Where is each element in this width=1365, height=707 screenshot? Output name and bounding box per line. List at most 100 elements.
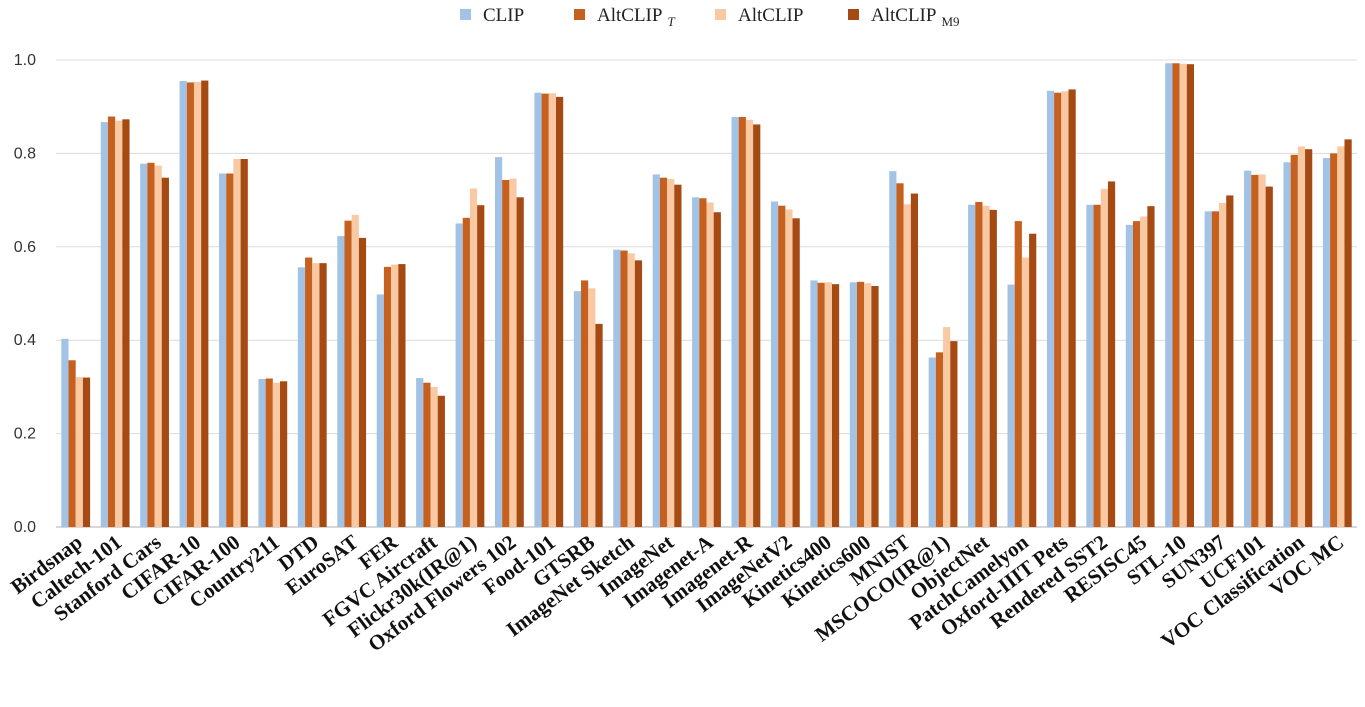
bar-AltCLIP-31 — [1297, 146, 1306, 527]
legend-swatch-CLIP — [460, 9, 471, 20]
bar-CLIP-32 — [1322, 158, 1331, 527]
bar-AltCLIP_T-5 — [265, 378, 273, 527]
bar-CLIP-2 — [140, 163, 148, 528]
bar-CLIP-17 — [731, 116, 739, 527]
bar-AltCLIP_M9-25 — [1068, 89, 1076, 528]
bar-AltCLIP_T-15 — [659, 177, 668, 527]
legend-swatch-AltCLIP_T — [574, 9, 585, 20]
bar-CLIP-28 — [1165, 63, 1173, 528]
bar-AltCLIP-23 — [982, 205, 990, 527]
bar-AltCLIP_M9-7 — [358, 237, 367, 527]
legend-label-base: AltCLIP — [597, 5, 662, 26]
bar-AltCLIP_M9-2 — [161, 177, 169, 527]
y-tick-label: 0.8 — [14, 145, 36, 162]
bar-AltCLIP-22 — [943, 327, 951, 527]
legend-label-subscript: M9 — [941, 14, 959, 29]
bar-CLIP-22 — [928, 357, 936, 527]
bar-AltCLIP_T-24 — [1014, 221, 1022, 527]
legend-label-AltCLIP: AltCLIP — [738, 5, 803, 26]
bar-AltCLIP_M9-13 — [595, 323, 603, 527]
bar-AltCLIP_M9-11 — [516, 197, 524, 528]
bar-CLIP-19 — [810, 280, 818, 527]
legend-label-base: AltCLIP — [738, 5, 803, 26]
bar-AltCLIP-28 — [1179, 63, 1187, 528]
bar-CLIP-3 — [179, 81, 187, 528]
bar-AltCLIP_M9-30 — [1265, 186, 1273, 527]
bar-AltCLIP_M9-24 — [1029, 233, 1037, 527]
bar-AltCLIP_T-7 — [344, 220, 352, 527]
bar-AltCLIP_T-16 — [699, 198, 707, 528]
bar-CLIP-11 — [494, 157, 503, 527]
bar-AltCLIP_M9-17 — [753, 124, 761, 527]
y-tick-label: 0.2 — [14, 426, 36, 443]
bar-AltCLIP_M9-21 — [910, 193, 919, 527]
bar-AltCLIP_T-17 — [738, 116, 746, 527]
bar-AltCLIP-17 — [745, 119, 754, 527]
bar-AltCLIP_T-32 — [1330, 153, 1338, 527]
bar-AltCLIP_M9-3 — [201, 80, 209, 528]
bar-AltCLIP_M9-20 — [871, 286, 879, 527]
bar-AltCLIP-20 — [864, 283, 872, 527]
bar-CLIP-23 — [968, 204, 976, 527]
bar-AltCLIP-4 — [233, 159, 241, 527]
bar-AltCLIP_M9-10 — [477, 205, 485, 528]
bar-AltCLIP_T-29 — [1211, 211, 1220, 527]
bar-CLIP-8 — [376, 294, 384, 527]
bar-AltCLIP-1 — [115, 120, 123, 528]
bar-CLIP-1 — [100, 122, 108, 528]
bar-AltCLIP-30 — [1258, 174, 1266, 528]
y-tick-label: 1.0 — [14, 52, 36, 69]
bar-CLIP-30 — [1244, 170, 1252, 527]
bar-AltCLIP_T-9 — [423, 382, 431, 527]
bar-AltCLIP_M9-22 — [950, 341, 958, 527]
bar-AltCLIP_T-22 — [935, 352, 944, 527]
legend-label-subscript: T — [667, 14, 675, 29]
bar-AltCLIP_T-28 — [1172, 63, 1180, 528]
bar-AltCLIP_T-11 — [502, 180, 510, 527]
bar-AltCLIP_T-21 — [896, 183, 904, 528]
bar-AltCLIP-12 — [548, 93, 556, 527]
bar-AltCLIP_T-1 — [107, 116, 116, 527]
bar-AltCLIP_M9-1 — [122, 119, 130, 527]
bar-CLIP-12 — [534, 92, 542, 527]
bar-AltCLIP_T-19 — [817, 282, 825, 527]
bar-CLIP-25 — [1046, 90, 1055, 527]
bar-CLIP-20 — [849, 282, 857, 527]
bar-AltCLIP-18 — [785, 209, 793, 527]
bar-AltCLIP_T-30 — [1251, 174, 1259, 527]
y-tick-label: 0.6 — [14, 239, 36, 256]
bar-CLIP-16 — [692, 197, 700, 528]
bar-AltCLIP_M9-6 — [319, 263, 327, 527]
bar-CLIP-27 — [1125, 224, 1133, 527]
bar-AltCLIP_T-10 — [462, 217, 470, 527]
bar-AltCLIP_M9-18 — [792, 218, 800, 527]
y-axis-ticks: 0.0 0.2 0.4 0.6 0.8 1.0 — [14, 52, 36, 536]
legend-swatch-AltCLIP_M9 — [848, 9, 859, 20]
bar-AltCLIP_T-27 — [1132, 221, 1141, 527]
legend-label-base: CLIP — [483, 5, 524, 26]
bar-AltCLIP_T-20 — [857, 281, 865, 527]
bar-CLIP-14 — [613, 249, 621, 527]
bars — [61, 63, 1352, 528]
bar-AltCLIP-21 — [903, 204, 911, 528]
bar-CLIP-10 — [455, 223, 463, 527]
bar-AltCLIP_M9-5 — [280, 381, 288, 527]
bar-AltCLIP-19 — [824, 282, 832, 527]
bar-CLIP-5 — [258, 378, 266, 527]
bar-AltCLIP_M9-23 — [989, 209, 997, 527]
bar-AltCLIP_M9-28 — [1186, 64, 1194, 527]
bar-AltCLIP_M9-12 — [556, 96, 564, 527]
bar-AltCLIP_M9-32 — [1344, 139, 1352, 527]
bar-AltCLIP-2 — [154, 165, 162, 528]
legend-label-CLIP: CLIP — [483, 5, 524, 26]
bar-AltCLIP_M9-27 — [1147, 206, 1155, 528]
bar-CLIP-15 — [652, 174, 660, 528]
bar-AltCLIP_M9-31 — [1305, 149, 1313, 527]
bar-AltCLIP_M9-4 — [240, 159, 248, 527]
bar-AltCLIP_M9-0 — [82, 377, 91, 527]
bar-AltCLIP-15 — [667, 179, 675, 527]
bar-AltCLIP_M9-8 — [398, 264, 406, 527]
bar-AltCLIP-26 — [1100, 188, 1108, 527]
bar-AltCLIP-6 — [312, 263, 320, 527]
